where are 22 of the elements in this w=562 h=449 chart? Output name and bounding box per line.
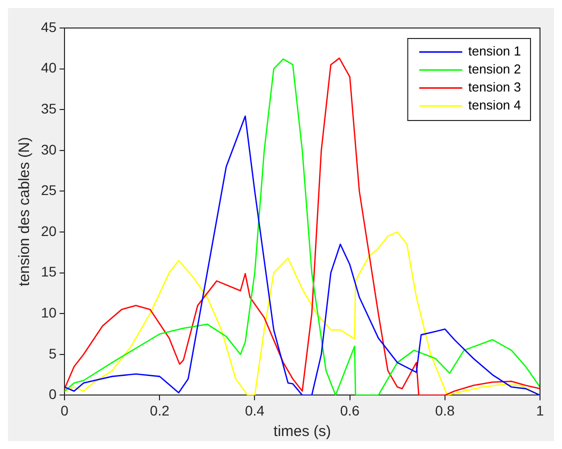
y-tick-label: 25 [40, 182, 57, 198]
x-axis-title: times (s) [274, 423, 332, 440]
x-tick-label: 0.6 [340, 402, 360, 418]
y-tick-label: 45 [40, 18, 57, 35]
x-tick-label: 1 [536, 402, 544, 418]
x-tick-label: 0.8 [435, 402, 455, 418]
legend-label: tension 3 [468, 80, 522, 95]
legend-label: tension 4 [468, 98, 522, 113]
y-tick-label: 15 [40, 264, 57, 280]
x-tick-label: 0.2 [150, 402, 170, 418]
y-tick-label: 10 [40, 304, 57, 320]
y-tick-label: 20 [40, 222, 57, 239]
y-tick-label: 35 [40, 100, 57, 116]
y-tick-label: 5 [48, 345, 57, 362]
y-tick-label: 30 [40, 141, 57, 158]
y-tick-label: 40 [40, 60, 57, 76]
y-tick-label: 0 [48, 386, 57, 402]
legend-label: tension 2 [468, 62, 522, 77]
x-tick-label: 0.4 [245, 402, 265, 418]
x-tick-label: 0 [60, 402, 69, 418]
y-axis-title: tension des cables (N) [16, 136, 34, 286]
legend-label: tension 1 [468, 44, 522, 59]
